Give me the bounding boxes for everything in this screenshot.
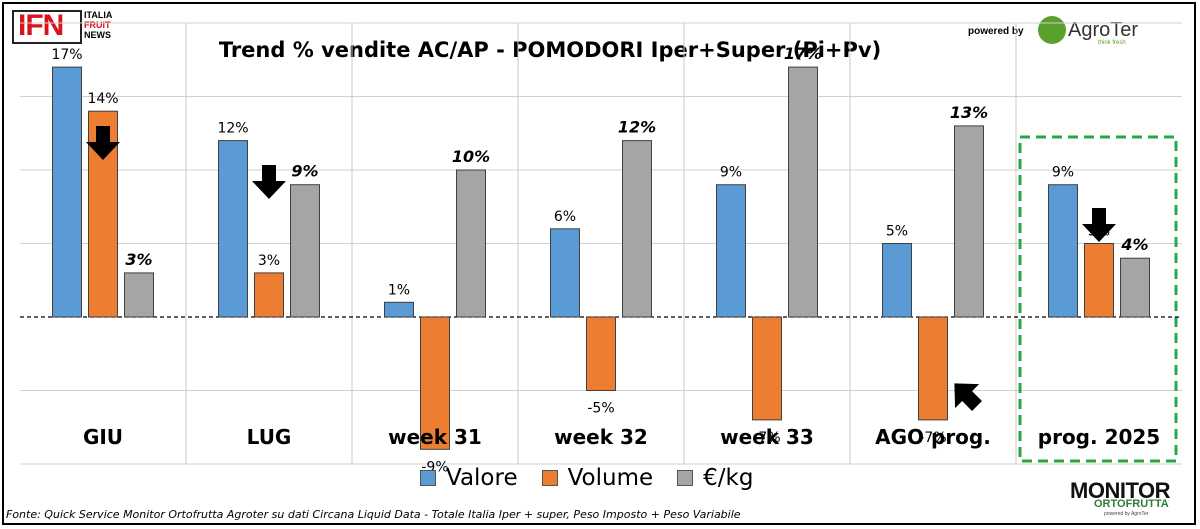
data-label-volume: -5% (587, 401, 614, 417)
data-label-valore: 6% (554, 209, 576, 225)
bar-valore (882, 243, 912, 318)
bar-volume (918, 316, 948, 421)
chart-legend: Valore Volume €/kg (420, 463, 753, 493)
agroter-tree-icon (1038, 16, 1066, 44)
data-label-volume: 14% (87, 91, 118, 107)
ifn-logo: IFN ITALIA FRUIT NEWS (12, 9, 132, 44)
bar-valore (384, 301, 414, 318)
legend-label-eurokg: €/kg (703, 465, 754, 491)
up-left-arrow-icon (954, 383, 982, 411)
bar-valore (218, 140, 248, 318)
category-label: AGO prog. (875, 425, 991, 449)
legend-label-volume: Volume (567, 465, 654, 491)
bar-eurokg (1120, 257, 1150, 318)
legend-label-valore: Valore (446, 465, 518, 491)
bar-valore (1048, 184, 1078, 318)
ifn-logo-line1: ITALIA (84, 10, 113, 20)
data-label-volume: -7% (753, 430, 780, 446)
ifn-logo-line3: NEWS (84, 30, 111, 40)
down-arrow-icon (252, 165, 286, 199)
agroter-logo: AgroTer think fresh (1038, 16, 1158, 46)
bar-valore (52, 66, 82, 318)
bar-eurokg (456, 169, 486, 318)
bar-eurokg (290, 184, 320, 318)
bar-volume (752, 316, 782, 421)
bar-volume (254, 272, 284, 318)
data-label-eurokg: 9% (291, 162, 318, 181)
data-label-valore: 9% (1052, 165, 1074, 181)
category-label: week 32 (554, 425, 648, 449)
legend-item-volume: Volume (541, 465, 654, 491)
legend-item-valore: Valore (420, 465, 518, 491)
data-label-valore: 1% (388, 282, 410, 298)
category-label: GIU (83, 425, 123, 449)
data-label-eurokg: 17% (784, 44, 822, 63)
category-label: week 33 (720, 425, 814, 449)
data-label-valore: 5% (886, 224, 908, 240)
monitor-logo-bottom: ORTOFRUTTA (1094, 498, 1169, 510)
bar-valore (716, 184, 746, 318)
bar-eurokg (622, 140, 652, 318)
category-label: prog. 2025 (1038, 425, 1160, 449)
agroter-tagline: think fresh (1098, 40, 1126, 46)
chart-title: Trend % vendite AC/AP - POMODORI Iper+Su… (218, 38, 882, 62)
monitor-ortofrutta-logo: MONITOR ORTOFRUTTA powered by AgroTer (1070, 478, 1192, 518)
powered-by-label: powered by (968, 26, 1024, 37)
data-label-eurokg: 3% (125, 250, 152, 269)
ifn-logo-box: IFN (12, 9, 82, 44)
legend-swatch-valore (420, 470, 436, 486)
up-left-arrow-shape (954, 383, 982, 411)
category-label: LUG (247, 425, 292, 449)
agroter-logo-text: AgroTer (1068, 19, 1139, 41)
bar-volume (420, 316, 450, 450)
down-arrow-icon (1082, 208, 1116, 242)
data-label-valore: 12% (217, 121, 248, 137)
data-label-valore: 17% (51, 47, 82, 63)
ifn-logo-text: IFN (18, 9, 64, 42)
bar-eurokg (788, 66, 818, 318)
data-label-eurokg: 12% (618, 118, 656, 137)
legend-item-eurokg: €/kg (677, 465, 753, 491)
bar-valore (550, 228, 580, 318)
down-arrow-icon (86, 126, 120, 160)
bar-eurokg (954, 125, 984, 318)
monitor-logo-top: MONITOR (1070, 478, 1170, 503)
monitor-logo-tiny: powered by AgroTer (1104, 511, 1149, 517)
data-label-eurokg: 4% (1120, 235, 1148, 254)
ifn-logo-sidetext: ITALIA FRUIT NEWS (84, 10, 112, 40)
data-label-eurokg: 13% (950, 103, 988, 122)
data-label-volume: -7% (919, 430, 946, 446)
bar-eurokg (124, 272, 154, 318)
bar-volume (586, 316, 616, 391)
category-label: week 31 (388, 425, 482, 449)
source-note: Fonte: Quick Service Monitor Ortofrutta … (6, 508, 741, 521)
data-label-valore: 9% (720, 165, 742, 181)
data-label-eurokg: 10% (452, 147, 490, 166)
legend-swatch-eurokg (677, 470, 694, 486)
bar-volume (1084, 243, 1114, 318)
ifn-logo-line2: FRUIT (84, 20, 111, 30)
data-label-volume: 3% (258, 253, 280, 269)
legend-swatch-volume (541, 470, 558, 486)
